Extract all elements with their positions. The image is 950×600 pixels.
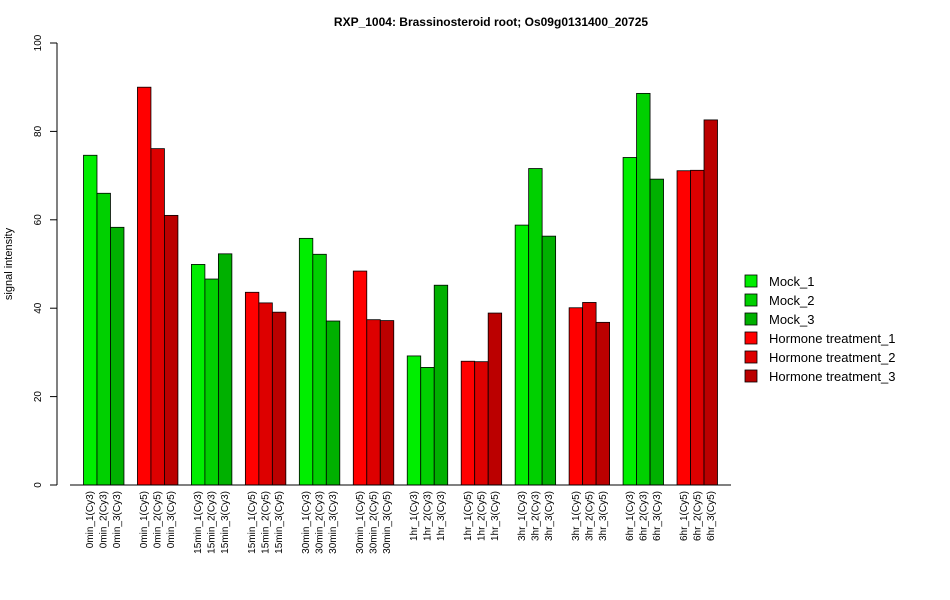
x-tick-label: 15min_1(Cy5) xyxy=(247,491,258,554)
x-tick-label: 3hr_1(Cy5) xyxy=(571,491,582,541)
legend-swatch xyxy=(744,312,758,326)
bar xyxy=(258,302,273,486)
x-tick-label: 15min_1(Cy3) xyxy=(193,491,204,554)
bar xyxy=(110,226,125,486)
bar xyxy=(474,361,489,486)
x-tick-label: 3hr_1(Cy3) xyxy=(517,491,528,541)
x-tick-label: 0min_2(Cy5) xyxy=(153,491,164,548)
bar xyxy=(164,214,179,486)
x-tick-label: 1hr_2(Cy3) xyxy=(422,491,433,541)
x-tick-label: 30min_1(Cy3) xyxy=(301,491,312,554)
x-tick-label: 30min_2(Cy5) xyxy=(369,491,380,554)
bar xyxy=(312,253,327,486)
x-tick-label: 0min_1(Cy3) xyxy=(85,491,96,548)
legend-label: Mock_1 xyxy=(769,274,815,289)
bar xyxy=(636,92,651,486)
x-tick-label: 30min_2(Cy3) xyxy=(315,491,326,554)
x-tick-labels: 0min_1(Cy3) 0min_2(Cy3) 0min_3(Cy3) 0min_1(… xyxy=(85,491,717,554)
y-axis: 0 20 40 60 80 100 xyxy=(33,34,58,488)
x-tick-label: 0min_3(Cy5) xyxy=(166,491,177,548)
x-tick-label: 30min_1(Cy5) xyxy=(355,491,366,554)
bar xyxy=(83,154,98,486)
legend-swatch xyxy=(744,350,758,364)
x-tick-label: 30min_3(Cy5) xyxy=(382,491,393,554)
bar xyxy=(420,367,435,486)
legend-swatch xyxy=(744,331,758,345)
bars xyxy=(83,86,718,486)
x-tick-label: 0min_1(Cy5) xyxy=(139,491,150,548)
legend-label: Mock_2 xyxy=(769,293,815,308)
bar xyxy=(582,302,597,486)
x-tick-label: 0min_2(Cy3) xyxy=(99,491,110,548)
bar xyxy=(379,320,395,486)
y-axis-label: signal intensity xyxy=(3,227,15,300)
y-tick-label: 60 xyxy=(33,214,44,226)
bar xyxy=(325,320,341,486)
x-tick-label: 6hr_1(Cy3) xyxy=(625,491,636,541)
y-tick-label: 0 xyxy=(33,482,44,488)
legend-label: Hormone treatment_2 xyxy=(769,350,895,365)
bar xyxy=(528,168,543,486)
x-tick-label: 1hr_2(Cy5) xyxy=(476,491,487,541)
bar xyxy=(204,278,219,486)
legend: Mock_1 Mock_2 Mock_3 Hormone treatment_1 Hor… xyxy=(744,274,895,384)
bar xyxy=(460,360,476,486)
bar xyxy=(137,86,152,486)
legend-swatch xyxy=(744,293,758,307)
bar xyxy=(244,291,260,486)
bar xyxy=(676,170,691,486)
x-tick-label: 3hr_2(Cy5) xyxy=(584,491,595,541)
bar xyxy=(595,321,610,486)
x-tick-label: 3hr_2(Cy3) xyxy=(530,491,541,541)
bar xyxy=(271,311,287,486)
bar xyxy=(191,264,206,486)
bar xyxy=(406,355,422,486)
bar xyxy=(150,148,165,486)
bar xyxy=(568,307,584,486)
bar xyxy=(96,192,111,486)
bar xyxy=(366,319,381,486)
bar xyxy=(217,253,233,486)
x-tick-label: 1hr_3(Cy3) xyxy=(436,491,447,541)
x-tick-label: 0min_3(Cy3) xyxy=(112,491,123,548)
x-tick-label: 3hr_3(Cy5) xyxy=(598,491,609,541)
x-tick-label: 6hr_2(Cy5) xyxy=(692,491,703,541)
legend-label: Hormone treatment_3 xyxy=(769,369,895,384)
x-tick-label: 6hr_3(Cy3) xyxy=(652,491,663,541)
bar xyxy=(622,157,637,486)
x-tick-label: 30min_3(Cy3) xyxy=(328,491,339,554)
legend-label: Hormone treatment_1 xyxy=(769,331,895,346)
legend-label: Mock_3 xyxy=(769,312,815,327)
y-tick-label: 80 xyxy=(33,125,44,137)
x-tick-label: 15min_3(Cy3) xyxy=(220,491,231,554)
x-tick-label: 15min_2(Cy3) xyxy=(207,491,218,554)
legend-swatch xyxy=(744,274,758,288)
bar xyxy=(541,235,557,486)
x-tick-label: 6hr_3(Cy5) xyxy=(706,491,717,541)
x-tick-label: 15min_2(Cy5) xyxy=(261,491,272,554)
bar xyxy=(703,119,718,486)
y-tick-label: 40 xyxy=(33,302,44,314)
bar xyxy=(514,224,530,486)
y-tick-label: 100 xyxy=(33,34,44,51)
y-tick-label: 20 xyxy=(33,391,44,403)
legend-swatch xyxy=(744,369,758,383)
x-tick-label: 1hr_1(Cy3) xyxy=(409,491,420,541)
x-tick-label: 1hr_3(Cy5) xyxy=(490,491,501,541)
bar xyxy=(433,284,449,486)
x-tick-label: 3hr_3(Cy3) xyxy=(544,491,555,541)
x-tick-label: 1hr_1(Cy5) xyxy=(463,491,474,541)
bar xyxy=(690,169,705,486)
bar xyxy=(352,270,368,486)
x-tick-label: 15min_3(Cy5) xyxy=(274,491,285,554)
bar xyxy=(487,312,503,486)
bar xyxy=(298,237,314,486)
x-tick-label: 6hr_2(Cy3) xyxy=(638,491,649,541)
x-tick-label: 6hr_1(Cy5) xyxy=(679,491,690,541)
chart-title: RXP_1004: Brassinosteroid root; Os09g013… xyxy=(334,15,648,29)
bar xyxy=(649,178,664,486)
